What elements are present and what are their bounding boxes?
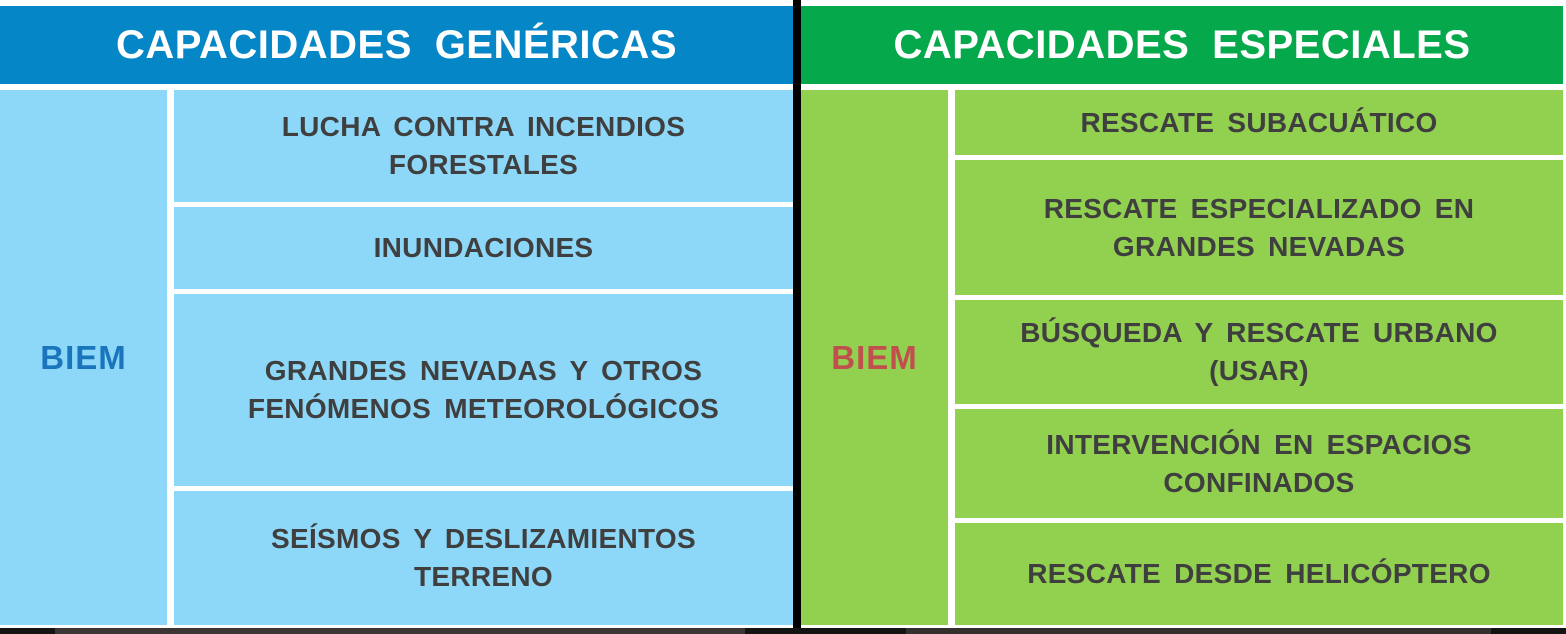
generic-capability-row: SEÍSMOS Y DESLIZAMIENTOS TERRENO	[174, 491, 793, 625]
bottom-photo-edge-right	[906, 628, 1491, 634]
special-capability-row: INTERVENCIÓN EN ESPACIOS CONFINADOS	[955, 409, 1563, 518]
generic-capabilities-header: CAPACIDADES GENÉRICAS	[0, 6, 793, 84]
bottom-crop-strip	[0, 628, 1566, 634]
generic-capability-row: GRANDES NEVADAS Y OTROS FENÓMENOS METEOR…	[174, 294, 793, 486]
panel-divider	[793, 0, 801, 634]
generic-unit-cell: BIEM	[0, 90, 167, 625]
special-capability-row: BÚSQUEDA Y RESCATE URBANO (USAR)	[955, 300, 1563, 404]
generic-capability-row: INUNDACIONES	[174, 207, 793, 289]
generic-capability-row: LUCHA CONTRA INCENDIOS FORESTALES	[174, 90, 793, 202]
bottom-photo-edge-left	[55, 628, 745, 634]
special-capability-row: RESCATE ESPECIALIZADO EN GRANDES NEVADAS	[955, 160, 1563, 295]
special-capability-row: RESCATE DESDE HELICÓPTERO	[955, 523, 1563, 625]
special-unit-cell: BIEM	[801, 90, 948, 625]
special-capability-row: RESCATE SUBACUÁTICO	[955, 90, 1563, 155]
special-capabilities-header: CAPACIDADES ESPECIALES	[801, 6, 1563, 84]
